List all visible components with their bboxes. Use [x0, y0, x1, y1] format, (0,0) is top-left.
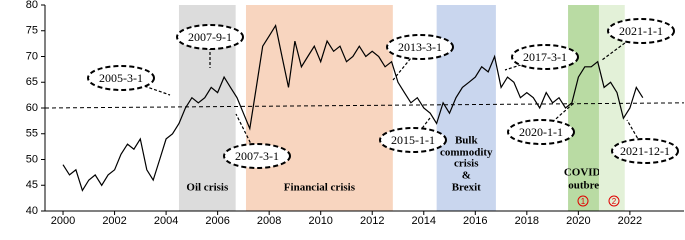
x-tick-label: 2018 [515, 215, 539, 227]
annotation-ellipse [511, 44, 579, 70]
trend-line [44, 102, 685, 109]
marker-circle [577, 195, 589, 207]
series-line [62, 24, 644, 192]
x-tick-label: 2020 [566, 215, 590, 227]
annotation-label: 2021-12-1 [620, 144, 670, 158]
annotation-label: 2021-1-1 [619, 24, 663, 38]
shaded-region [568, 5, 599, 211]
annotation-label: 2015-1-1 [391, 133, 435, 147]
annotation-arrow [601, 30, 642, 61]
y-tick-label: 55 [26, 128, 38, 140]
y-tick-label: 45 [26, 179, 38, 191]
x-tick-label: 2012 [360, 215, 384, 227]
annotation-label: 2007-3-1 [235, 149, 279, 163]
y-tick-label: 60 [26, 102, 38, 114]
x-tick-label: 2016 [463, 215, 487, 227]
annotation-ellipse [223, 143, 291, 169]
annotation-ellipse [611, 138, 679, 164]
x-tick-label: 2006 [205, 215, 229, 227]
annotation-label: 2007-9-1 [188, 30, 232, 44]
y-tick-label: 75 [26, 25, 38, 37]
x-tick-label: 2014 [412, 215, 436, 227]
marker-circle [608, 195, 620, 207]
x-tick-label: 2002 [102, 215, 126, 227]
annotation-label: 2013-3-1 [398, 40, 442, 54]
shaded-region [245, 5, 393, 211]
annotation-ellipse [379, 127, 447, 153]
annotation-ellipse [607, 18, 675, 44]
x-tick-label: 2000 [51, 215, 75, 227]
region-label: Oil crisis [186, 182, 229, 194]
x-tick-label: 2008 [257, 215, 281, 227]
region-label: Brexit [452, 182, 481, 194]
chart: Oil crisis Financial crisis Bulkcommodityc… [26, 0, 685, 227]
annotation-ellipse [176, 24, 244, 50]
annotation-ellipse [507, 119, 575, 145]
marker-label: 1 [581, 197, 586, 206]
x-tick-label: 2010 [308, 215, 332, 227]
y-tick-label: 80 [26, 0, 38, 11]
region-label: Bulk [455, 135, 479, 147]
annotation-label: 2017-3-1 [523, 50, 567, 64]
marker-label: 2 [612, 197, 617, 206]
region-label: crisis [454, 158, 479, 170]
region-label: & [462, 170, 471, 182]
region-label: commodity [440, 147, 493, 159]
annotation-label: 2005-3-1 [99, 71, 143, 85]
x-tick-label: 2022 [618, 215, 642, 227]
y-tick-label: 40 [26, 205, 38, 217]
annotation-ellipse [87, 65, 155, 91]
y-tick-label: 65 [26, 76, 38, 88]
annotation-label: 2020-1-1 [519, 125, 563, 139]
x-tick-label: 2004 [154, 215, 178, 227]
y-tick-label: 70 [26, 50, 38, 62]
y-tick-label: 50 [26, 153, 38, 165]
region-label: Financial crisis [284, 182, 356, 194]
annotation-ellipse [386, 34, 454, 60]
